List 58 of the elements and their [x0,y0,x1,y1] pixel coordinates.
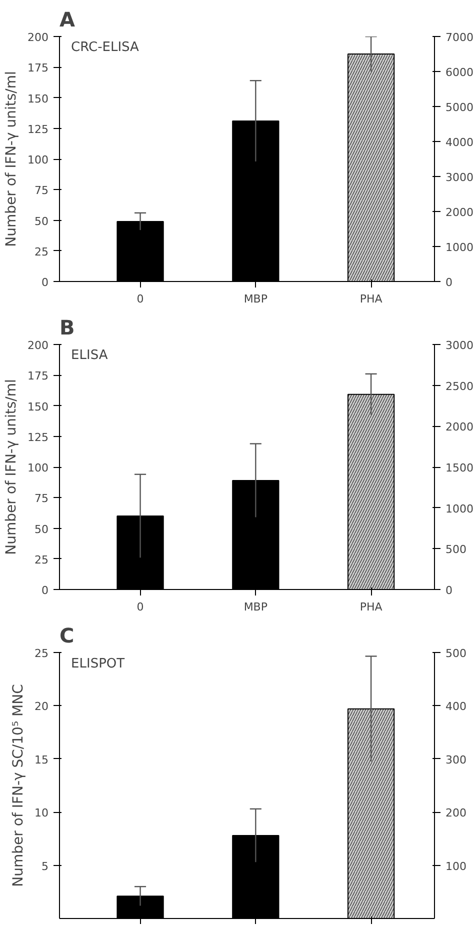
y-tick-label: 15 [34,753,49,766]
y2-tick-label: 7000 [446,31,474,44]
y-axis-title: Number of IFN-γ units/ml [4,379,20,555]
y2-tick-label: 200 [446,806,466,820]
y-tick-label: 50 [34,522,49,536]
chart-title: A [60,8,76,32]
y-tick-label: 100 [28,462,49,474]
y2-tick-label: 1500 [446,462,474,474]
y2-tick-label: 300 [446,753,466,766]
y2-tick-label: 500 [446,543,466,556]
y-tick-label: 25 [34,245,49,258]
x-tick-label: PHA [360,292,383,306]
x-tick-label: 0 [136,292,144,306]
y-tick-label: 75 [34,492,49,506]
y-tick-label: 0 [42,276,48,289]
y-tick-label: 5 [42,860,48,873]
y-tick-label: 175 [28,370,49,383]
y-tick-label: 200 [28,339,49,352]
y2-tick-label: 6000 [446,66,474,79]
y2-tick-label: 3000 [446,171,474,184]
y2-tick-label: 4000 [446,136,474,149]
y-tick-label: 0 [42,584,48,597]
x-tick-label: MBP [244,600,268,614]
annotation: ELISPOT [71,656,125,672]
y2-tick-label: 0 [446,584,452,597]
y-tick-label: 125 [28,122,49,136]
y-tick-label: 150 [28,400,49,414]
chart-title: B [60,316,75,340]
y-tick-label: 150 [28,92,49,106]
y2-tick-label: 2500 [446,380,474,393]
annotation: ELISA [71,348,108,364]
y-tick-label: 20 [34,700,49,714]
y-tick-label: 200 [28,31,49,44]
y2-tick-label: 2000 [446,420,474,434]
y2-tick-label: 5000 [446,101,474,114]
y2-tick-label: 1000 [446,241,474,254]
y2-tick-label: 1000 [446,502,474,516]
y-tick-label: 50 [34,214,49,228]
y2-tick-label: 2000 [446,206,474,219]
y-tick-label: 125 [28,430,49,444]
chart-title: C [60,624,74,648]
y-tick-label: 25 [34,553,49,566]
y-tick-label: 175 [28,62,49,75]
y-tick-label: 10 [34,806,49,820]
annotation: CRC-ELISA [71,40,140,56]
y2-tick-label: 400 [446,700,466,714]
y-tick-label: 100 [28,154,49,166]
x-tick-label: 0 [136,600,144,614]
y-axis-title: Number of IFN-γ units/ml [4,71,20,247]
y-tick-label: 75 [34,184,49,198]
y2-tick-label: 0 [446,276,452,289]
y2-tick-label: 500 [446,647,466,660]
x-tick-label: MBP [244,292,268,306]
y-axis-title: Number of IFN-γ SC/10⁵ MNC [10,684,27,887]
y2-tick-label: 3000 [446,339,474,352]
x-tick-label: PHA [360,600,383,614]
y2-tick-label: 100 [446,860,466,873]
y-tick-label: 25 [34,647,49,660]
